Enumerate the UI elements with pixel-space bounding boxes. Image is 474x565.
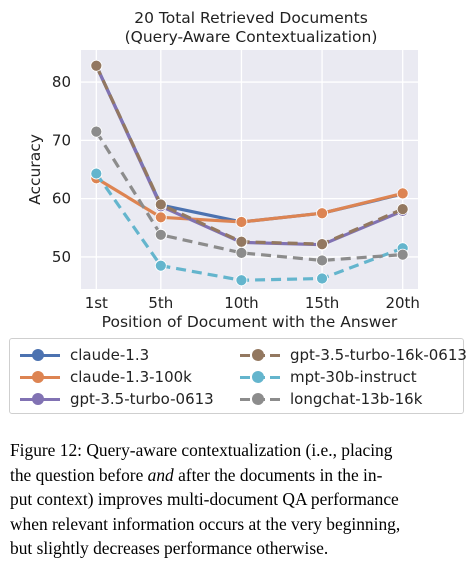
line-chart: 20 Total Retrieved Documents (Query-Awar…	[26, 9, 420, 331]
x-tick-label: 1st	[85, 294, 108, 312]
legend-label: claude-1.3-100k	[70, 368, 192, 386]
data-point	[154, 228, 167, 241]
data-point	[235, 216, 248, 228]
data-point	[316, 207, 328, 220]
x-axis-label: Position of Document with the Answer	[102, 313, 398, 331]
plot-area	[81, 50, 418, 289]
chart-title-line-1: 20 Total Retrieved Documents	[134, 9, 368, 27]
y-axis-label: Accuracy	[26, 134, 44, 205]
legend-label: mpt-30b-instruct	[290, 368, 417, 386]
legend-item: longchat-13b-16k	[238, 389, 422, 409]
data-point	[396, 187, 409, 200]
legend-item: claude-1.3-100k	[18, 367, 192, 387]
series-claude-1.3-100k	[90, 172, 409, 228]
y-tick-label: 60	[52, 190, 71, 208]
chart-legend: claude-1.3 claude-1.3-100k gpt-3.5-turbo-0…	[9, 338, 467, 414]
caption-line: the question before and after the docume…	[10, 464, 383, 485]
legend-swatch	[18, 389, 62, 409]
chart-title-line-2: (Query-Aware Contextualization)	[125, 28, 378, 46]
legend-swatch	[18, 345, 62, 365]
caption-line: put context) improves multi-document QA …	[10, 489, 399, 510]
data-point	[396, 203, 409, 216]
legend-item: gpt-3.5-turbo-0613	[18, 389, 214, 409]
legend-label: gpt-3.5-turbo-0613	[70, 390, 214, 408]
data-point	[154, 198, 167, 211]
legend-label: claude-1.3	[70, 346, 150, 364]
data-point	[316, 254, 328, 267]
figure-caption: Figure 12: Query-aware contextualization…	[10, 438, 466, 561]
series-longchat-13b-16k	[90, 125, 409, 267]
legend-item: gpt-3.5-turbo-16k-0613	[238, 345, 467, 365]
y-tick-label: 80	[52, 73, 71, 91]
legend-item: mpt-30b-instruct	[238, 367, 417, 387]
legend-swatch	[238, 367, 282, 387]
data-point	[90, 125, 103, 138]
caption-line: when relevant information occurs at the …	[10, 513, 401, 534]
data-point	[235, 235, 248, 248]
x-tick-label: 15th	[305, 294, 339, 312]
series-mpt-30b-instruct	[90, 167, 409, 287]
data-point	[235, 246, 248, 259]
legend-item: claude-1.3	[18, 345, 149, 365]
data-point	[90, 59, 103, 72]
x-tick-label: 10th	[224, 294, 258, 312]
legend-swatch	[18, 367, 62, 387]
legend-swatch	[238, 345, 282, 365]
y-tick-label: 70	[52, 131, 71, 149]
legend-label: longchat-13b-16k	[290, 390, 423, 408]
series-line	[94, 130, 403, 263]
data-point	[316, 272, 328, 285]
data-point	[316, 238, 328, 251]
series-gpt-3.5-turbo-16k-0613	[90, 59, 409, 251]
legend-label: gpt-3.5-turbo-16k-0613	[290, 346, 467, 364]
legend-swatch	[238, 389, 282, 409]
x-tick-label: 5th	[148, 294, 173, 312]
data-point	[154, 259, 167, 272]
data-point	[90, 167, 103, 180]
caption-line: but slightly decreases performance other…	[10, 538, 329, 559]
y-tick-label: 50	[52, 248, 71, 266]
data-point	[154, 211, 167, 224]
x-tick-label: 20th	[385, 294, 419, 312]
caption-line: Figure 12: Query-aware contextualization…	[10, 440, 393, 460]
data-point	[235, 274, 248, 287]
data-point	[396, 248, 409, 261]
